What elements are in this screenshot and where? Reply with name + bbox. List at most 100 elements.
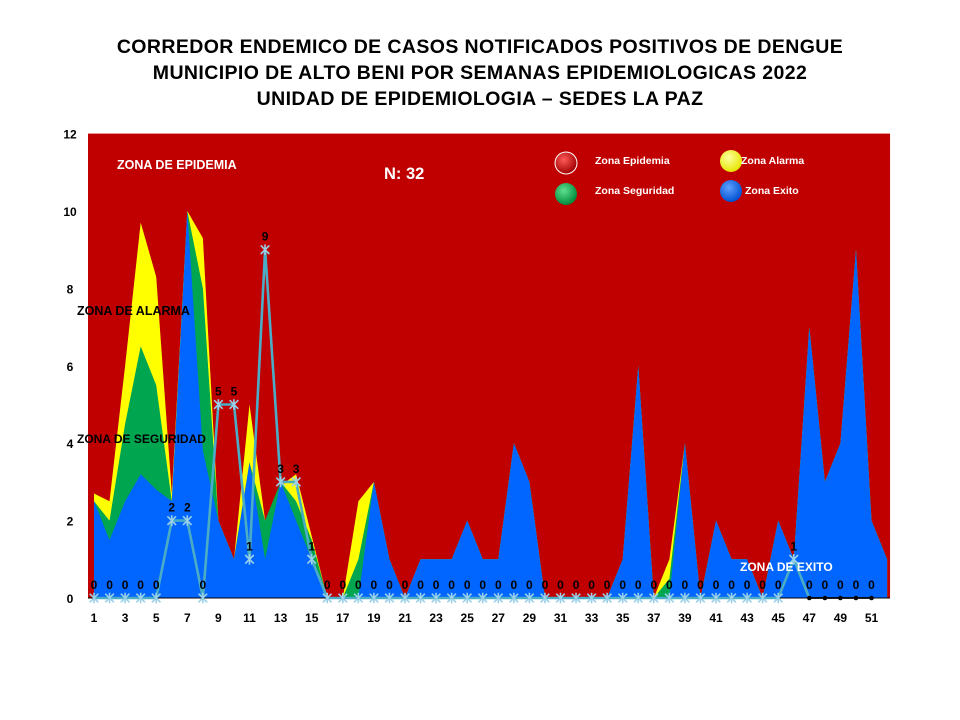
data-label: 3 bbox=[293, 462, 300, 476]
cases-point bbox=[788, 554, 799, 565]
cases-point bbox=[540, 592, 550, 604]
legend-swatch-alarma bbox=[720, 150, 742, 172]
cases-point bbox=[135, 592, 146, 604]
cases-point bbox=[586, 592, 597, 604]
x-tick-label: 9 bbox=[215, 611, 222, 625]
x-tick-label: 51 bbox=[865, 611, 879, 625]
legend-label-exito: Zona Exito bbox=[745, 185, 799, 197]
data-label: 0 bbox=[713, 578, 720, 592]
data-label: 0 bbox=[759, 578, 766, 592]
data-label: 1 bbox=[790, 539, 797, 553]
data-label: 0 bbox=[137, 578, 144, 592]
data-label: 0 bbox=[573, 578, 580, 592]
data-label: 0 bbox=[339, 578, 346, 592]
data-label: 5 bbox=[215, 385, 222, 399]
legend-item-exito: Zona Exito bbox=[720, 180, 799, 202]
data-label: 0 bbox=[417, 578, 424, 592]
x-tick-label: 15 bbox=[305, 611, 319, 625]
cases-point bbox=[617, 592, 628, 604]
cases-point bbox=[400, 592, 410, 604]
x-tick-label: 33 bbox=[585, 611, 599, 625]
zona-alarma-annotation: ZONA DE ALARMA bbox=[77, 304, 190, 318]
x-tick-label: 37 bbox=[647, 611, 661, 625]
y-tick-label: 8 bbox=[67, 282, 74, 296]
data-label: 0 bbox=[853, 578, 860, 592]
y-tick-label: 10 bbox=[63, 205, 77, 219]
x-tick-label: 25 bbox=[461, 611, 475, 625]
cases-point bbox=[384, 592, 395, 604]
cases-point bbox=[244, 554, 255, 565]
x-tick-label: 43 bbox=[740, 611, 754, 625]
cases-point bbox=[166, 515, 177, 526]
data-label: 0 bbox=[371, 578, 378, 592]
cases-point bbox=[555, 592, 566, 604]
data-label: 2 bbox=[184, 501, 191, 515]
data-label: 0 bbox=[153, 578, 160, 592]
legend-swatch-exito bbox=[720, 180, 742, 202]
data-label: 0 bbox=[604, 578, 611, 592]
y-tick-label: 0 bbox=[67, 592, 74, 606]
cases-point bbox=[602, 592, 613, 604]
legend-label-seguridad: Zona Seguridad bbox=[595, 185, 674, 197]
cases-point bbox=[680, 592, 690, 604]
area-zona-epidemia bbox=[88, 133, 891, 598]
cases-point bbox=[726, 592, 737, 604]
cases-point bbox=[869, 595, 874, 601]
y-tick-label: 6 bbox=[67, 360, 74, 374]
title-line-1: CORREDOR ENDEMICO DE CASOS NOTIFICADOS P… bbox=[116, 36, 844, 58]
data-label: 0 bbox=[526, 578, 533, 592]
data-label: 0 bbox=[448, 578, 455, 592]
cases-point bbox=[477, 592, 488, 604]
x-tick-label: 27 bbox=[492, 611, 506, 625]
cases-point bbox=[260, 244, 270, 255]
x-tick-label: 1 bbox=[91, 611, 98, 625]
data-label: 0 bbox=[666, 578, 673, 592]
x-tick-label: 23 bbox=[429, 611, 443, 625]
cases-point bbox=[807, 595, 812, 601]
zona-epidemia-annotation: ZONA DE EPIDEMIA bbox=[117, 158, 237, 172]
cases-point bbox=[353, 592, 364, 604]
x-tick-label: 19 bbox=[367, 611, 381, 625]
legend-label-epidemia: Zona Epidemia bbox=[595, 155, 670, 167]
cases-point bbox=[524, 592, 535, 604]
cases-point bbox=[322, 592, 333, 604]
cases-point bbox=[711, 592, 721, 604]
cases-point bbox=[306, 554, 317, 565]
cases-point bbox=[648, 592, 659, 604]
y-tick-label: 4 bbox=[67, 437, 74, 451]
data-label: 0 bbox=[557, 578, 564, 592]
data-label: 0 bbox=[402, 578, 409, 592]
data-label: 0 bbox=[728, 578, 735, 592]
cases-point bbox=[197, 592, 208, 604]
legend-swatch-seguridad bbox=[555, 183, 577, 205]
cases-point bbox=[742, 592, 752, 604]
data-label: 0 bbox=[635, 578, 642, 592]
data-label: 0 bbox=[775, 578, 782, 592]
n-label: N: 32 bbox=[384, 165, 424, 183]
annotations: ZONA DE EPIDEMIA N: 32 ZONA DE ALARMA ZO… bbox=[77, 158, 833, 574]
data-label: 0 bbox=[682, 578, 689, 592]
legend-label-alarma: Zona Alarma bbox=[741, 155, 804, 167]
x-tick-label: 21 bbox=[398, 611, 412, 625]
data-label: 0 bbox=[479, 578, 486, 592]
x-tick-label: 29 bbox=[523, 611, 537, 625]
cases-point bbox=[664, 592, 675, 604]
x-tick-label: 49 bbox=[834, 611, 848, 625]
data-label: 0 bbox=[697, 578, 704, 592]
x-tick-label: 41 bbox=[709, 611, 723, 625]
cases-point bbox=[571, 592, 581, 604]
x-tick-label: 7 bbox=[184, 611, 191, 625]
data-label: 1 bbox=[246, 539, 253, 553]
legend-swatch-epidemia bbox=[554, 151, 578, 175]
data-label: 0 bbox=[744, 578, 751, 592]
x-tick-label: 35 bbox=[616, 611, 630, 625]
data-label: 0 bbox=[122, 578, 129, 592]
data-label: 2 bbox=[168, 501, 175, 515]
area-zona-exito bbox=[94, 211, 888, 598]
data-label: 0 bbox=[619, 578, 626, 592]
cases-point bbox=[853, 595, 859, 601]
x-tick-label: 39 bbox=[678, 611, 692, 625]
legend-item-epidemia: Zona Epidemia bbox=[554, 151, 670, 175]
data-label: 0 bbox=[433, 578, 440, 592]
legend-item-seguridad: Zona Seguridad bbox=[555, 183, 674, 205]
